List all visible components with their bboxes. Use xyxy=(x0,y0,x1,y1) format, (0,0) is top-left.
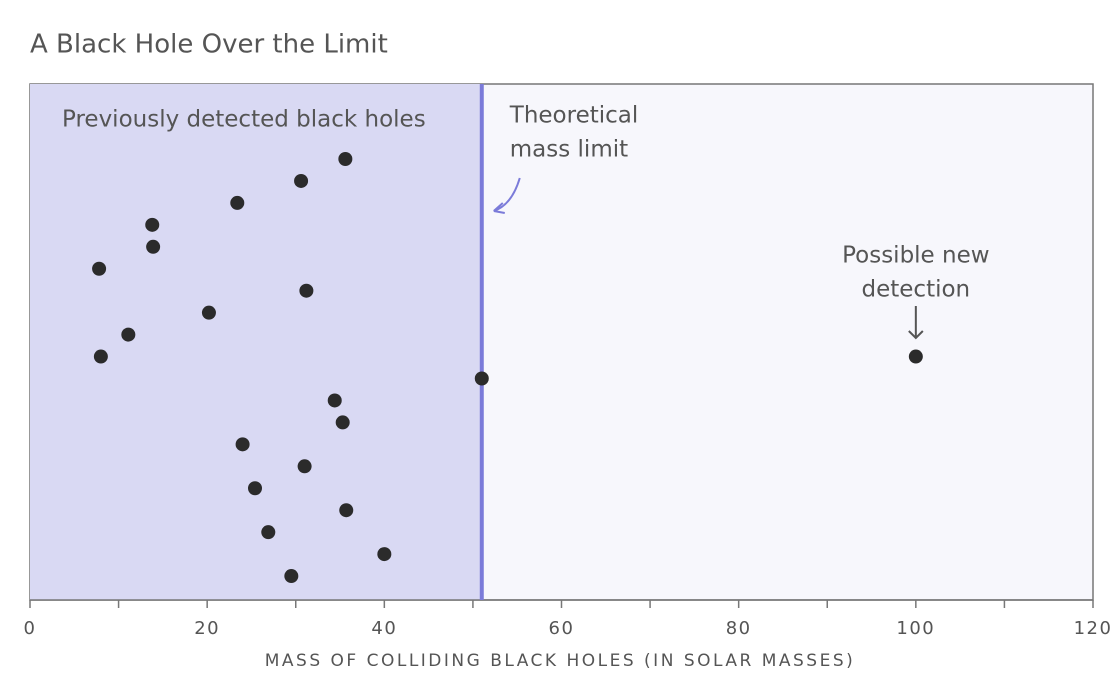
data-point xyxy=(235,437,250,452)
data-point xyxy=(299,283,314,298)
data-point xyxy=(261,525,276,540)
data-point xyxy=(230,195,245,210)
data-point xyxy=(339,503,354,518)
data-point xyxy=(201,305,216,320)
data-point xyxy=(327,393,342,408)
x-tick-label: 80 xyxy=(726,618,752,639)
data-point xyxy=(377,547,392,562)
limit-label: Theoretical xyxy=(509,103,639,129)
data-point xyxy=(294,173,309,188)
x-tick-label: 100 xyxy=(896,618,935,639)
x-tick-label: 0 xyxy=(24,618,37,639)
x-axis-label: MASS OF COLLIDING BLACK HOLES (IN SOLAR … xyxy=(265,651,856,671)
data-point xyxy=(145,217,160,232)
limit-arrow xyxy=(493,177,521,214)
region-label: Previously detected black holes xyxy=(62,107,426,133)
below-limit-region xyxy=(30,84,482,600)
limit-label: mass limit xyxy=(510,137,628,163)
x-tick-label: 40 xyxy=(371,618,397,639)
data-point xyxy=(284,569,299,584)
new-detection-label: Possible new xyxy=(842,243,989,269)
data-point xyxy=(146,239,161,254)
x-tick-label: 120 xyxy=(1074,618,1113,639)
data-point xyxy=(297,459,312,474)
data-point xyxy=(93,349,108,364)
data-point xyxy=(474,371,489,386)
x-tick-label: 20 xyxy=(194,618,220,639)
data-point xyxy=(335,415,350,430)
new-detection-label: detection xyxy=(862,277,971,303)
data-point xyxy=(92,261,107,276)
data-point xyxy=(121,327,136,342)
data-point xyxy=(338,152,353,166)
new-detection-point xyxy=(908,349,923,364)
chart-title: A Black Hole Over the Limit xyxy=(30,30,388,60)
new-detection-arrow xyxy=(908,306,924,340)
data-point xyxy=(248,481,263,496)
x-tick-label: 60 xyxy=(549,618,575,639)
